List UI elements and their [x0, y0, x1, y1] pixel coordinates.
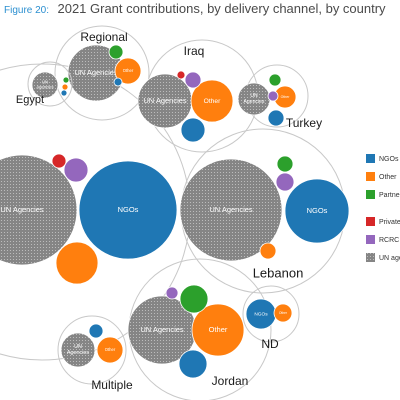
- group-egypt: UN Agencies Egypt: [16, 61, 73, 107]
- group-label-multiple: Multiple: [91, 378, 133, 392]
- bubble-multiple-un-agencies: [60, 332, 96, 368]
- group-outline-multiple: [57, 315, 127, 385]
- bubble-jordan-other: [191, 303, 245, 357]
- bubble-turkey-rcrc: [267, 90, 279, 102]
- bubble-jordan-partner-governments: [179, 284, 209, 314]
- bubble-label-nd-other: Other: [279, 311, 288, 315]
- group-label-lebanon: Lebanon: [253, 265, 304, 280]
- figure-label: Figure 20:: [4, 5, 50, 16]
- legend-label-un-agencies: UN agencies: [379, 255, 400, 262]
- chart-legend: NGOs Other Partner governments Private sect…: [366, 154, 400, 262]
- legend-swatch-ngos: [366, 154, 375, 163]
- group-lebanon: UN Agencies NGOs Lebanon: [179, 128, 350, 294]
- bubble-unlabeled-private-sector: [51, 153, 67, 169]
- group-regional: UN Agencies Other Regional: [54, 25, 150, 121]
- bubble-label-regional-other: Other: [123, 68, 134, 73]
- bubble-multiple-ngos: [88, 323, 104, 339]
- bubble-label-turkey-un-agencies: UN Agencies: [244, 94, 265, 106]
- bubble-label-multiple-un-agencies: UN Agencies: [67, 344, 89, 356]
- bubble-label-jordan-un-agencies: UN Agencies: [140, 325, 184, 334]
- group-iraq: UN Agencies Other Iraq: [137, 39, 259, 153]
- group-unlabeled: UN Agencies NGOs: [0, 63, 191, 361]
- bubble-label-turkey-other: Other: [281, 95, 291, 99]
- legend-swatch-partner-governments: [366, 190, 375, 199]
- bubble-egypt-un-agencies: [31, 71, 59, 99]
- bubble-lebanon-ngos: [284, 178, 350, 244]
- bubble-multiple-other: [96, 336, 124, 364]
- legend-swatch-private-sector: [366, 217, 375, 226]
- group-label-jordan: Jordan: [212, 374, 249, 388]
- bubble-iraq-other: [190, 79, 234, 123]
- bubble-regional-other: [114, 57, 142, 85]
- group-nd: NGOs Other ND: [242, 285, 300, 351]
- bubble-unlabeled-rcrc: [63, 157, 89, 183]
- group-turkey: UN Agencies Other Turkey: [237, 64, 322, 130]
- legend-label-private-sector: Private sector: [379, 219, 400, 226]
- bubble-label-iraq-un-agencies: UN Agencies: [143, 96, 187, 105]
- bubble-egypt-ngos: [60, 89, 68, 97]
- bubble-nd-other: [273, 303, 293, 323]
- group-label-iraq: Iraq: [184, 44, 205, 58]
- group-multiple: UN Agencies Other Multiple: [57, 315, 133, 392]
- bubble-label-egypt-un-agencies: UN Agencies: [36, 80, 53, 90]
- group-label-regional: Regional: [80, 30, 127, 44]
- bubble-jordan-ngos: [178, 349, 208, 379]
- group-label-turkey: Turkey: [286, 116, 322, 130]
- bubble-label-iraq-other: Other: [204, 98, 221, 105]
- bubble-label-jordan-other: Other: [209, 325, 228, 334]
- bubble-label-nd-ngos: NGOs: [254, 311, 268, 317]
- bubble-label-unlabeled-un-agencies: UN Agencies: [0, 205, 44, 214]
- group-jordan: UN Agencies Other Jordan: [127, 258, 272, 400]
- bubble-lebanon-rcrc: [275, 172, 295, 192]
- bubble-egypt-other: [61, 83, 69, 91]
- bubble-iraq-private-sector: [176, 70, 186, 80]
- legend-label-partner-governments: Partner governments: [379, 192, 400, 199]
- legend-label-ngos: NGOs: [379, 156, 399, 163]
- bubble-unlabeled-un-agencies: [0, 154, 78, 266]
- bubble-turkey-ngos: [267, 109, 285, 127]
- bubble-egypt-partner-governments: [62, 76, 70, 84]
- legend-swatch-other: [366, 172, 375, 181]
- bubble-label-unlabeled-ngos: NGOs: [118, 205, 139, 214]
- group-label-egypt: Egypt: [16, 94, 44, 106]
- legend-swatch-rcrc: [366, 235, 375, 244]
- legend-swatch-un-agencies: [366, 253, 375, 262]
- bubble-jordan-rcrc: [165, 286, 179, 300]
- bubble-regional-ngos: [113, 77, 123, 87]
- chart-title-bar: Figure 20: 2021 Grant contributions, by …: [4, 0, 386, 18]
- bubble-unlabeled-ngos: [78, 160, 178, 260]
- group-outline-regional: [54, 25, 150, 121]
- bubble-label-lebanon-ngos: NGOs: [307, 206, 328, 215]
- group-label-nd: ND: [261, 337, 279, 351]
- bubble-iraq-ngos: [180, 117, 206, 143]
- legend-label-rcrc: RCRC: [379, 237, 399, 244]
- group-outline-nd: [242, 285, 300, 343]
- legend-label-other: Other: [379, 174, 397, 181]
- bubble-lebanon-un-agencies: [179, 158, 283, 262]
- bubble-turkey-partner-governments: [268, 73, 282, 87]
- bubble-regional-partner-governments: [108, 44, 124, 60]
- bubble-label-multiple-other: Other: [105, 347, 116, 352]
- bubble-label-regional-un-agencies: UN Agencies: [74, 68, 118, 77]
- bubble-iraq-rcrc: [184, 71, 202, 89]
- bubble-unlabeled-other: [55, 241, 99, 285]
- bubble-lebanon-other: [259, 242, 277, 260]
- bubble-label-lebanon-un-agencies: UN Agencies: [209, 205, 253, 214]
- group-outline-egypt: [27, 61, 73, 107]
- chart-title: 2021 Grant contributions, by delivery ch…: [57, 1, 386, 16]
- bubble-lebanon-partner-governments: [276, 155, 294, 173]
